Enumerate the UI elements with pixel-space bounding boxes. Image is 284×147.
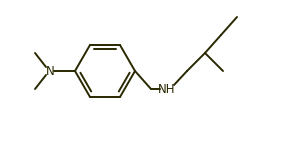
Text: N: N xyxy=(46,65,54,77)
Text: NH: NH xyxy=(158,82,176,96)
